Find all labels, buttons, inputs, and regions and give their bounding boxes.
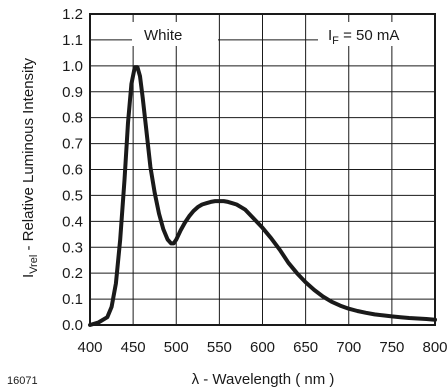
- y-tick-label: 0.5: [62, 187, 83, 204]
- x-tick-label: 400: [77, 339, 102, 356]
- y-tick-label: 0.6: [62, 162, 83, 179]
- y-tick-label: 0.4: [62, 213, 83, 230]
- y-axis-ticks: 0.0 0.1 0.2 0.3 0.4 0.5 0.6 0.7 0.8 0.9 1.0 1.1 1.2: [62, 6, 83, 334]
- series-line-white: [88, 65, 437, 327]
- y-tick-label: 0.0: [62, 317, 83, 334]
- y-tick-label: 0.1: [62, 291, 83, 308]
- x-axis-ticks: 400 450 500 550 600 650 700 750 800: [77, 339, 447, 356]
- x-tick-label: 450: [121, 339, 146, 356]
- x-tick-label: 550: [207, 339, 232, 356]
- x-tick-label: 700: [336, 339, 361, 356]
- series-label: White: [144, 27, 182, 44]
- y-axis-title: IVrel - Relative Luminous Intensity: [20, 57, 40, 278]
- y-tick-label: 1.1: [62, 32, 83, 49]
- x-tick-label: 750: [379, 339, 404, 356]
- x-tick-label: 800: [422, 339, 447, 356]
- y-tick-label: 0.7: [62, 136, 83, 153]
- x-tick-label: 500: [164, 339, 189, 356]
- x-axis-title-symbol: λ: [192, 371, 200, 388]
- y-tick-label: 0.3: [62, 239, 83, 256]
- x-axis-title-text: - Wavelength ( nm ): [199, 371, 334, 388]
- condition-label-sub: F: [332, 35, 339, 47]
- condition-label-background: [318, 22, 434, 46]
- y-tick-label: 1.0: [62, 58, 83, 75]
- figure-id: 16071: [7, 375, 38, 387]
- x-tick-label: 600: [250, 339, 275, 356]
- condition-label-text: = 50 mA: [339, 27, 399, 44]
- condition-label-main: I: [328, 27, 332, 44]
- plot-frame: [89, 13, 436, 326]
- y-tick-label: 0.2: [62, 265, 83, 282]
- grid: [90, 14, 435, 325]
- series-label-background: [132, 22, 218, 46]
- x-tick-label: 650: [293, 339, 318, 356]
- y-tick-label: 0.9: [62, 84, 83, 101]
- condition-label: IF = 50 mA: [328, 27, 399, 47]
- x-axis-title: λ - Wavelength ( nm ): [192, 371, 335, 388]
- y-tick-label: 1.2: [62, 6, 83, 23]
- y-axis-title-text: - Relative Luminous Intensity: [20, 57, 37, 254]
- y-axis-title-main: I: [20, 274, 37, 278]
- y-tick-label: 0.8: [62, 110, 83, 127]
- y-axis-title-sub: Vrel: [28, 255, 40, 274]
